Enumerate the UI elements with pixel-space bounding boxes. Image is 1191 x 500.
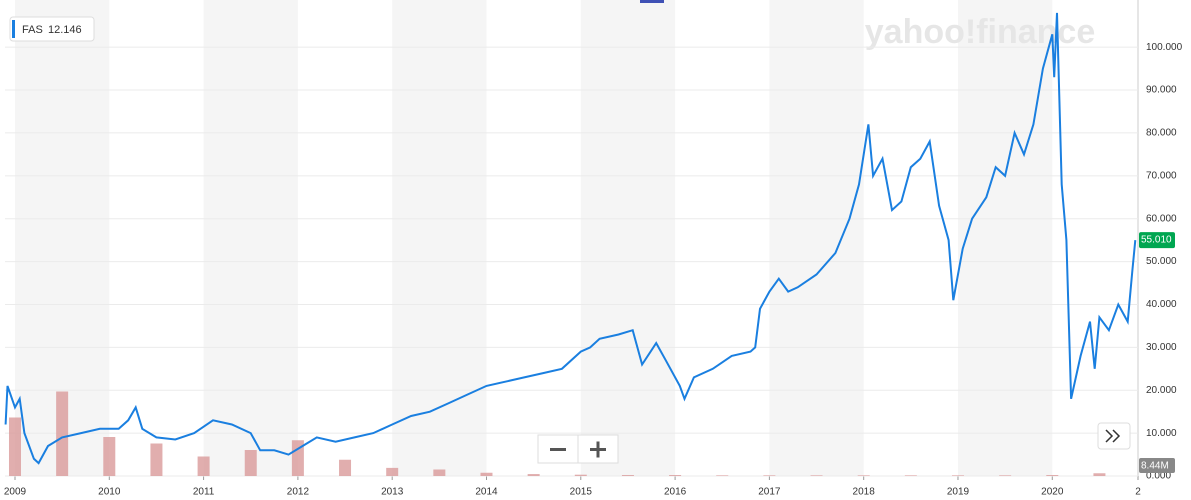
plot-background (5, 0, 1138, 476)
legend-box (9, 16, 95, 42)
volume-bar (339, 459, 352, 476)
scroll-right[interactable] (1097, 422, 1131, 450)
y-tick-label: 30.000 (1146, 342, 1177, 353)
year-band (392, 0, 487, 476)
x-tick-label: 2013 (381, 487, 404, 498)
plot-area (5, 0, 1138, 476)
y-tick-label: 10.000 (1146, 428, 1177, 439)
volume-bar (857, 475, 870, 476)
last-price-tag (1139, 232, 1175, 249)
x-tick-label: 2009 (4, 487, 27, 498)
year-band (203, 0, 298, 476)
volume-bar (244, 450, 257, 476)
volume-bar (197, 456, 210, 476)
y-tick-label: 80.000 (1146, 128, 1177, 139)
volume-bar (951, 475, 964, 476)
volume-bar (621, 475, 634, 476)
x-tick-label: 2 (1135, 487, 1141, 498)
last-volume-tag (1139, 458, 1175, 473)
volume-bar (8, 417, 21, 476)
volume-bar (763, 475, 776, 476)
symbol: FAS (22, 24, 43, 36)
x-tick-label: 2018 (853, 487, 876, 498)
volume-bar (1046, 475, 1059, 476)
zoom-in[interactable] (590, 441, 606, 458)
volume-bar (810, 475, 823, 476)
x-tick-label: 2020 (1041, 487, 1064, 498)
x-tick-label: 2015 (570, 487, 593, 498)
volume-bar (103, 437, 116, 476)
volume-bar (150, 443, 163, 476)
brand-watermark: yahoo!finance (865, 13, 1095, 51)
x-tick-label: 2010 (98, 487, 121, 498)
y-tick-label: 0.000 (1146, 471, 1171, 482)
legend-swatch (12, 20, 15, 38)
price-line (4, 12, 1137, 465)
plot (4, 0, 1139, 480)
x-tick-label: 2011 (193, 487, 215, 498)
volume-bar (669, 475, 682, 476)
volume-bar (904, 475, 917, 476)
volume-bar (56, 391, 69, 476)
top-indicator (640, 0, 664, 3)
zoom-out[interactable] (550, 448, 566, 451)
scroll-icon (1105, 429, 1121, 443)
y-tick-label: 100.000 (1146, 42, 1183, 53)
y-tick-label: 60.000 (1146, 213, 1177, 224)
y-tick-label: 90.000 (1146, 85, 1177, 96)
x-tick-label: 2019 (947, 487, 970, 498)
last-volume-label: 8.44M (1141, 461, 1169, 472)
x-tick-label: 2017 (758, 487, 781, 498)
volume-bar (574, 474, 587, 476)
year-band (769, 0, 864, 476)
y-tick-label: 20.000 (1146, 385, 1177, 396)
volume-bar (716, 475, 729, 476)
volume-bar (999, 475, 1012, 476)
last-price-label: 55.010 (1141, 235, 1172, 246)
volume-bar (291, 440, 304, 476)
x-tick-label: 2014 (475, 487, 498, 498)
x-tick-label: 2012 (287, 487, 310, 498)
y-tick-label: 70.000 (1146, 170, 1177, 181)
y-tick-label: 50.000 (1146, 256, 1177, 267)
volume-bar (1093, 473, 1106, 476)
volume-bar (480, 472, 493, 476)
volume-bar (433, 469, 446, 476)
year-band (957, 0, 1053, 476)
volume-bar (527, 474, 540, 476)
symbol-value: 12.146 (48, 24, 82, 36)
year-band (580, 0, 676, 476)
y-tick-label: 40.000 (1146, 299, 1177, 310)
volume-bar (386, 467, 399, 476)
x-tick-label: 2016 (664, 487, 687, 498)
